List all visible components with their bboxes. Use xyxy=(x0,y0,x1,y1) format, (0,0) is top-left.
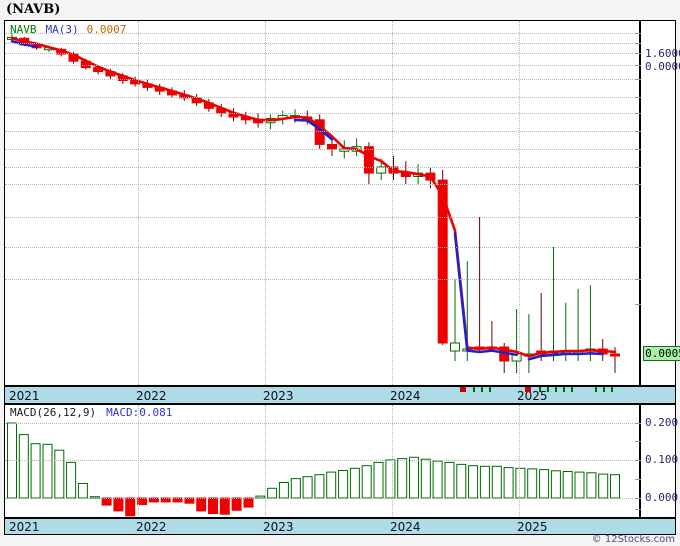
macd-axis-stub xyxy=(635,441,641,442)
year-label: 2025 xyxy=(517,389,548,403)
price-gridline xyxy=(5,97,639,98)
year-band-marker xyxy=(611,387,613,392)
price-gridline xyxy=(5,167,639,168)
price-gridline xyxy=(5,65,639,66)
price-gridline xyxy=(5,149,639,150)
macd-panel: MACD(26,12,9) MACD:0.081 0.200 0.100 0.000 xyxy=(4,404,679,518)
price-y-axis: 0.0005 1.60000.0000 xyxy=(635,21,680,385)
macd-histogram-series xyxy=(7,422,620,517)
price-year-gridline xyxy=(519,21,520,385)
macd-value-label: MACD:0.081 xyxy=(106,406,173,419)
price-gridline xyxy=(5,247,639,248)
macd-year-gridline xyxy=(265,405,266,517)
macd-gridline xyxy=(5,423,639,424)
year-band-marker xyxy=(563,387,565,392)
price-year-gridline xyxy=(265,21,266,385)
year-band-marker xyxy=(525,387,531,392)
macd-year-gridline xyxy=(138,405,139,517)
copyright-notice: © 12Stocks.com xyxy=(591,534,675,545)
year-band-marker xyxy=(481,387,483,392)
legend-symbol: NAVB xyxy=(10,23,37,36)
price-gridline xyxy=(5,217,639,218)
macd-axis-tick: 0.100 xyxy=(645,453,679,466)
year-band-marker xyxy=(460,387,466,392)
price-x-axis-years: 2021 2022 2023 2024 2025 xyxy=(4,386,676,404)
macd-year-gridline xyxy=(392,405,393,517)
macd-axis-stub xyxy=(635,498,641,499)
year-band-marker xyxy=(539,387,541,392)
year-band-marker xyxy=(595,387,597,392)
price-axis-stub xyxy=(635,65,641,66)
macd-gridline xyxy=(5,498,639,499)
price-gridline xyxy=(5,53,639,54)
legend-ma-label: MA(3) xyxy=(45,23,79,36)
year-band-marker xyxy=(555,387,557,392)
year-band-marker xyxy=(547,387,549,392)
year-band-marker xyxy=(489,387,491,392)
macd-axis-stub xyxy=(635,479,641,480)
year-band-marker xyxy=(603,387,605,392)
year-label: 2021 xyxy=(9,389,40,403)
chart-header: (NAVB) xyxy=(0,0,680,20)
current-price-tag: 0.0005 xyxy=(643,346,680,361)
price-gridline xyxy=(5,113,639,114)
year-band-marker xyxy=(571,387,573,392)
price-gridline xyxy=(5,131,639,132)
page-title: (NAVB) xyxy=(6,2,61,17)
macd-plot-area[interactable]: MACD(26,12,9) MACD:0.081 xyxy=(5,405,639,517)
macd-y-axis: 0.200 0.100 0.000 xyxy=(635,405,679,517)
price-gridline xyxy=(5,79,639,80)
price-year-gridline xyxy=(392,21,393,385)
price-year-gridline xyxy=(138,21,139,385)
price-gridline xyxy=(5,43,639,44)
year-label: 2024 xyxy=(390,389,421,403)
year-band-marker xyxy=(473,387,475,392)
price-plot-area[interactable]: NAVB MA(3) 0.0007 xyxy=(5,21,639,385)
price-gridline xyxy=(5,184,639,185)
macd-axis-stub xyxy=(635,509,641,510)
macd-axis-tick: 0.000 xyxy=(645,491,679,504)
year-label: 2023 xyxy=(263,520,294,534)
price-axis-tick: 0.0000 xyxy=(645,60,680,73)
macd-gridline xyxy=(5,460,639,461)
legend-ma-value: 0.0007 xyxy=(86,23,127,36)
price-axis-stub xyxy=(635,131,641,132)
candlestick-series xyxy=(7,33,620,373)
price-axis-stub xyxy=(635,279,641,280)
macd-axis-stub xyxy=(635,460,641,461)
price-gridline xyxy=(5,279,639,280)
price-axis-stub xyxy=(635,97,641,98)
macd-axis-tick: 0.200 xyxy=(645,416,679,429)
year-label: 2025 xyxy=(517,520,548,534)
macd-axis-stub xyxy=(635,423,641,424)
year-label: 2022 xyxy=(136,520,167,534)
macd-legend: MACD(26,12,9) MACD:0.081 xyxy=(10,406,172,419)
price-legend: NAVB MA(3) 0.0007 xyxy=(10,23,126,36)
price-axis-stub xyxy=(635,149,641,150)
price-axis-stub xyxy=(635,217,641,218)
year-label: 2023 xyxy=(263,389,294,403)
macd-indicator-label: MACD(26,12,9) xyxy=(10,406,97,419)
price-axis-stub xyxy=(635,113,641,114)
price-axis-stub xyxy=(635,43,641,44)
price-axis-stub xyxy=(635,79,641,80)
macd-x-axis-years: 2021 2022 2023 2024 2025 xyxy=(4,518,676,535)
year-label: 2024 xyxy=(390,520,421,534)
price-gridline xyxy=(5,33,639,34)
macd-year-gridline xyxy=(519,405,520,517)
price-panel: NAVB MA(3) 0.0007 0.0005 1.60000.0000 xyxy=(4,20,680,386)
price-axis-stub xyxy=(635,247,641,248)
price-axis-stub xyxy=(635,167,641,168)
year-label: 2022 xyxy=(136,389,167,403)
price-axis-stub xyxy=(635,184,641,185)
price-axis-stub xyxy=(635,304,641,305)
price-axis-stub xyxy=(635,53,641,54)
price-axis-stub xyxy=(635,33,641,34)
year-label: 2021 xyxy=(9,520,40,534)
